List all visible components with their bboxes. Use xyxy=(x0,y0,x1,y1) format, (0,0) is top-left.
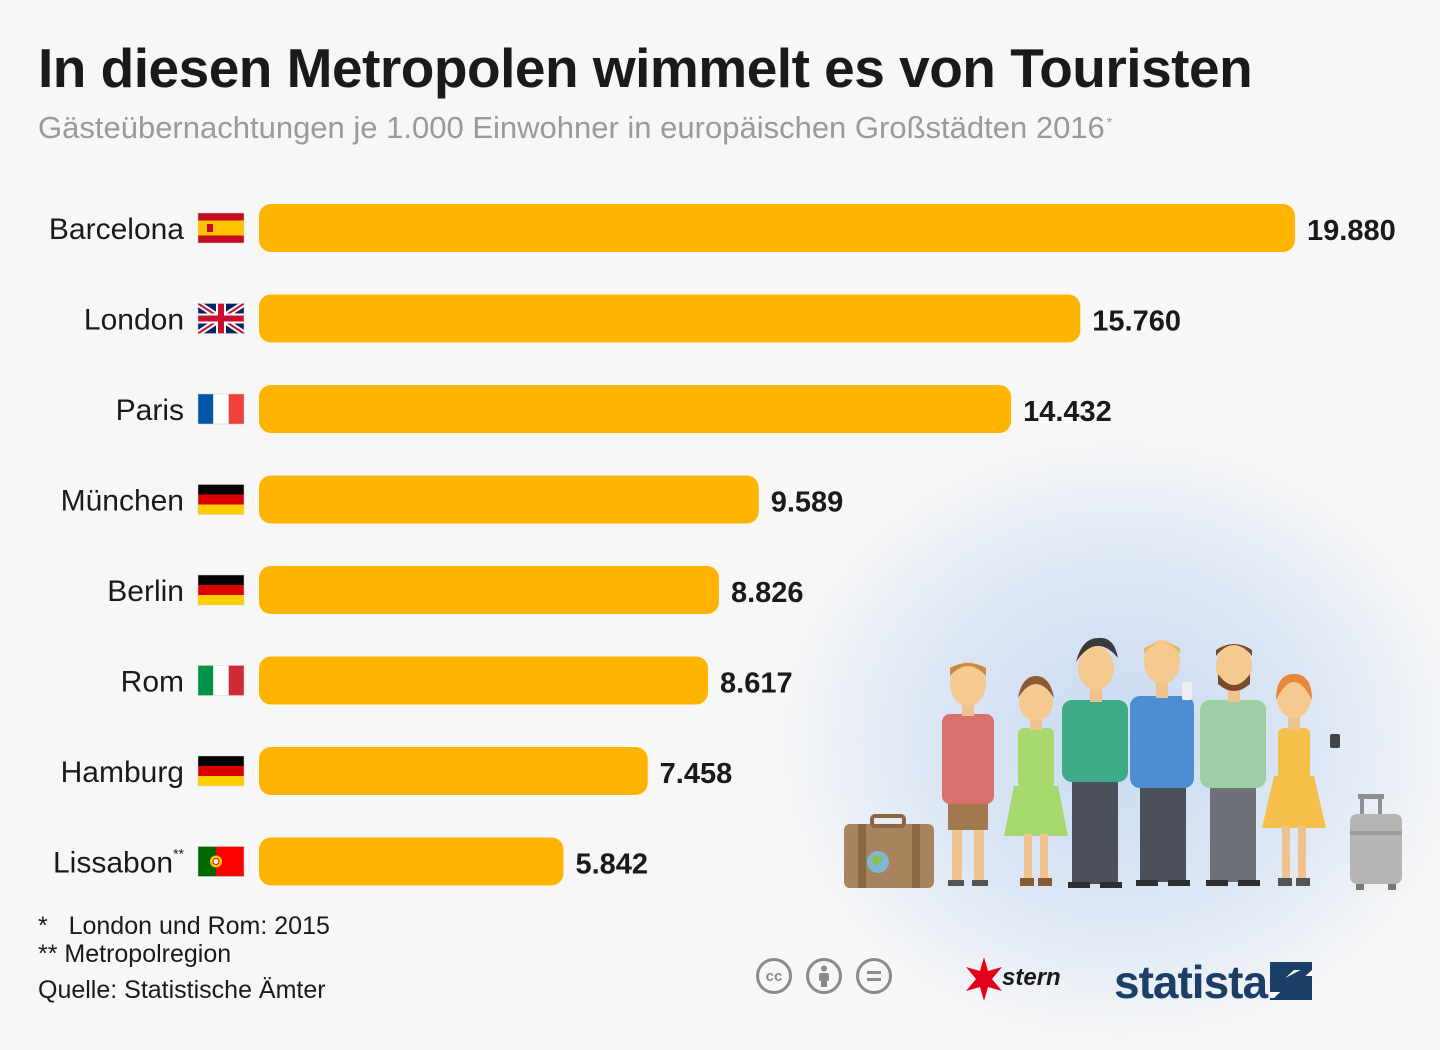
cc-nd-icon xyxy=(856,958,892,994)
category-name: Hamburg xyxy=(61,756,184,789)
category-name: London xyxy=(84,304,184,337)
spain-flag-icon xyxy=(197,212,245,244)
footnote-1-mark: * xyxy=(38,912,48,940)
uk-flag-icon xyxy=(196,300,246,337)
footnote-2: ** Metropolregion xyxy=(38,940,232,968)
tourist-6 xyxy=(1262,674,1340,886)
category-name: Rom xyxy=(121,666,184,699)
chart-title: In diesen Metropolen wimmelt es von Tour… xyxy=(38,37,1253,99)
bar xyxy=(259,837,564,886)
value-label: 8.826 xyxy=(731,577,804,609)
source-note: Quelle: Statistische Ämter xyxy=(38,976,326,1004)
category-footnote-mark: ** xyxy=(173,846,184,862)
category-label: Lissabon** xyxy=(53,846,185,880)
category-name: München xyxy=(61,485,184,518)
bar xyxy=(259,385,1012,433)
tourist-4 xyxy=(1130,640,1194,886)
category-label: London xyxy=(84,304,184,337)
category-name: Lissabon xyxy=(53,847,173,880)
category-label: Barcelona xyxy=(49,213,184,246)
stern-logo: stern xyxy=(966,957,1061,1001)
equals-icon xyxy=(867,971,881,981)
value-label: 14.432 xyxy=(1023,396,1112,428)
france-flag-icon xyxy=(197,393,245,425)
value-label: 9.589 xyxy=(771,487,844,519)
statista-mark-icon xyxy=(1270,962,1312,1000)
cc-license-icon: cc xyxy=(756,958,792,994)
category-name: Paris xyxy=(116,394,184,427)
germany-flag-icon xyxy=(197,484,245,515)
category-label: Hamburg xyxy=(61,756,184,789)
germany-flag-icon xyxy=(197,755,245,787)
tourist-3 xyxy=(1062,637,1128,888)
bar xyxy=(259,475,759,524)
chart-subtitle: Gästeübernachtungen je 1.000 Einwohner i… xyxy=(38,110,1112,146)
cc-by-icon xyxy=(806,958,842,994)
bar xyxy=(259,566,719,614)
footnote-1: * London und Rom: 2015 xyxy=(38,912,330,941)
bar xyxy=(259,204,1295,252)
trolley-icon xyxy=(1350,794,1402,890)
subtitle-footnote-mark: * xyxy=(1106,114,1113,130)
bar xyxy=(259,656,709,705)
category-label: Paris xyxy=(116,394,184,427)
bar xyxy=(259,747,648,795)
bar xyxy=(259,294,1081,343)
stern-logo-text: stern xyxy=(1002,964,1061,991)
tourist-1 xyxy=(942,662,994,886)
category-name: Berlin xyxy=(107,575,184,608)
tourists-illustration xyxy=(844,637,1402,890)
category-label: Rom xyxy=(121,666,184,699)
value-label: 8.617 xyxy=(720,668,793,700)
category-label: Berlin xyxy=(107,575,184,608)
stern-star-icon xyxy=(966,957,1002,1001)
value-label: 19.880 xyxy=(1307,215,1396,247)
portugal-flag-icon xyxy=(197,846,245,877)
germany-flag-icon xyxy=(197,574,245,606)
value-label: 7.458 xyxy=(660,758,733,790)
value-label: 5.842 xyxy=(575,849,648,881)
tourist-2 xyxy=(1004,676,1068,886)
person-icon xyxy=(819,965,829,987)
category-label: München xyxy=(61,485,184,518)
value-label: 15.760 xyxy=(1092,306,1181,338)
category-name: Barcelona xyxy=(49,213,184,246)
footnote-1-text: London und Rom: 2015 xyxy=(68,912,330,940)
tourist-5 xyxy=(1200,644,1266,886)
italy-flag-icon xyxy=(197,665,245,696)
suitcase-icon xyxy=(844,814,934,888)
statista-logo: statista xyxy=(1114,956,1268,1008)
subtitle-text: Gästeübernachtungen je 1.000 Einwohner i… xyxy=(38,110,1105,145)
bar-chart: 19.880 Barcelona 15.760 London 14.432 Paris 9.… xyxy=(49,204,1396,886)
